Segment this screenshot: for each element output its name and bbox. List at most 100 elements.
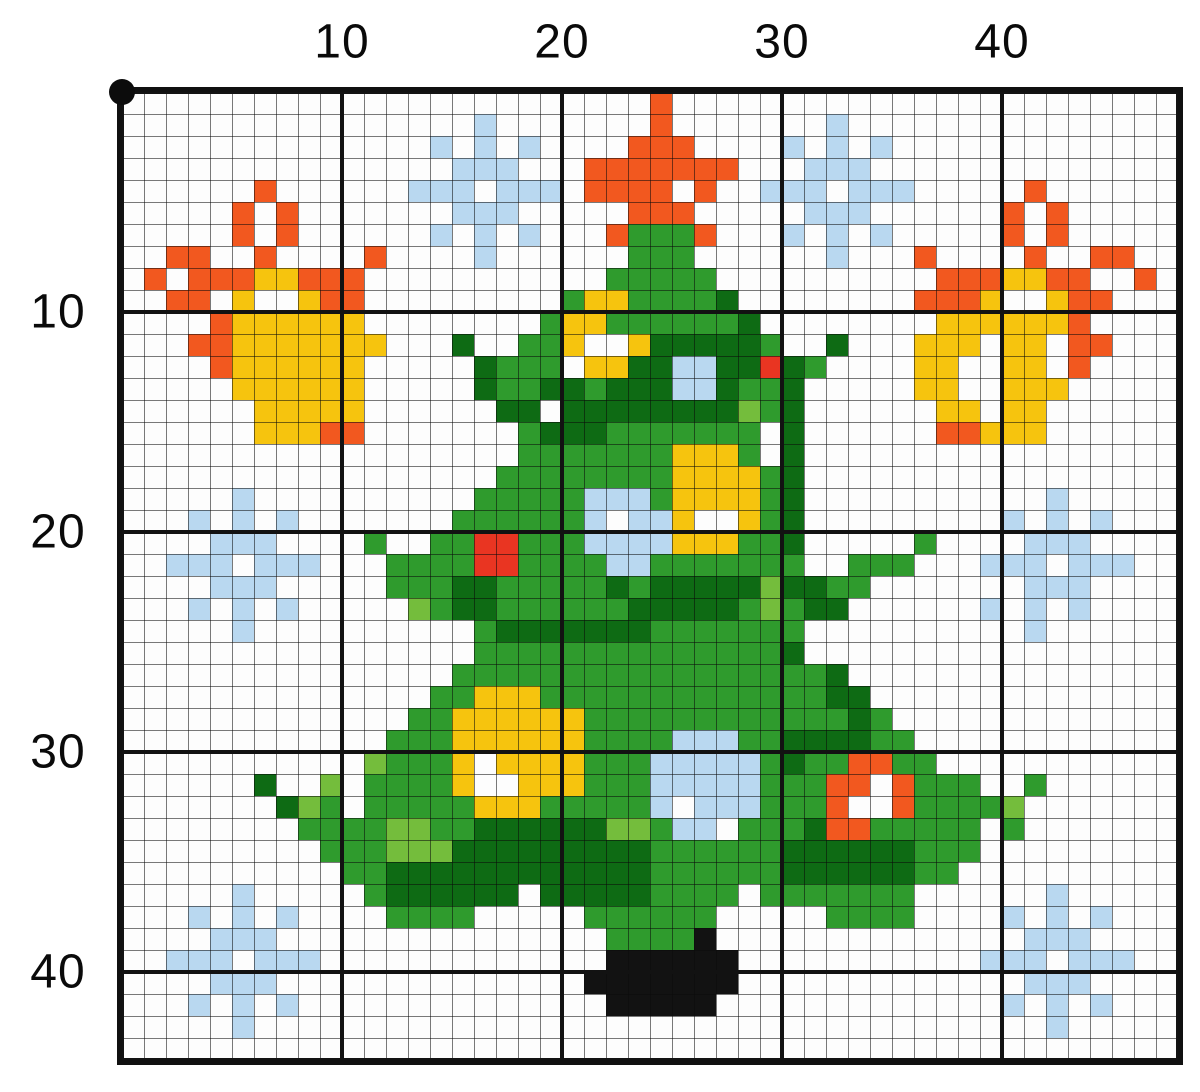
stitch-cell-blue-snowflake-and-ball: [298, 950, 320, 972]
stitch-cell-orange-bow-star-clapper: [936, 290, 958, 312]
stitch-cell-tree-green: [694, 906, 716, 928]
stitch-cell-tree-green: [672, 906, 694, 928]
stitch-cell-tree-dark-green-shade: [694, 598, 716, 620]
stitch-cell-tree-green: [650, 928, 672, 950]
stitch-cell-orange-bow-star-clapper: [650, 136, 672, 158]
stitch-cell-tree-green: [628, 664, 650, 686]
stitch-cell-tree-dark-green-shade: [474, 840, 496, 862]
stitch-cell-gold-bell-and-ball: [474, 708, 496, 730]
stitch-cell-tree-green: [826, 708, 848, 730]
stitch-cell-tree-green: [914, 752, 936, 774]
stitch-cell-blue-snowflake-and-ball: [1046, 488, 1068, 510]
stitch-cell-tree-green: [452, 818, 474, 840]
stitch-cell-gold-bell-and-ball: [1024, 334, 1046, 356]
stitch-cell-blue-snowflake-and-ball: [1090, 554, 1112, 576]
stitch-cell-tree-green: [628, 642, 650, 664]
stitch-cell-tree-light-green-highlight: [386, 818, 408, 840]
stitch-cell-tree-green: [672, 246, 694, 268]
stitch-cell-tree-green: [584, 906, 606, 928]
stitch-cell-tree-dark-green-shade: [782, 444, 804, 466]
stitch-cell-orange-bow-star-clapper: [848, 818, 870, 840]
stitch-cell-orange-bow-star-clapper: [210, 334, 232, 356]
stitch-cell-tree-dark-green-shade: [782, 466, 804, 488]
stitch-cell-gold-bell-and-ball: [936, 312, 958, 334]
stitch-cell-orange-bow-star-clapper: [694, 180, 716, 202]
stitch-cell-tree-dark-green-shade: [738, 356, 760, 378]
stitch-cell-tree-green: [496, 664, 518, 686]
stitch-cell-tree-green: [738, 378, 760, 400]
stitch-cell-tree-green: [430, 576, 452, 598]
stitch-cell-tree-green: [584, 642, 606, 664]
stitch-cell-blue-snowflake-and-ball: [254, 554, 276, 576]
stitch-cell-orange-bow-star-clapper: [364, 246, 386, 268]
stitch-cell-tree-green: [562, 444, 584, 466]
stitch-cell-tree-green: [694, 708, 716, 730]
stitch-cell-tree-green: [672, 312, 694, 334]
stitch-cell-blue-snowflake-and-ball: [1068, 598, 1090, 620]
stitch-cell-tree-green: [980, 796, 1002, 818]
stitch-cell-tree-dark-green-shade: [584, 400, 606, 422]
stitch-cell-tree-green: [672, 224, 694, 246]
stitch-cell-gold-bell-and-ball: [254, 268, 276, 290]
stitch-cell-tree-green: [650, 488, 672, 510]
stitch-cell-gold-bell-and-ball: [254, 400, 276, 422]
stitch-cell-tree-dark-green-shade: [650, 378, 672, 400]
stitch-cell-blue-snowflake-and-ball: [606, 554, 628, 576]
stitch-cell-tree-green: [782, 554, 804, 576]
stitch-cell-tree-light-green-highlight: [628, 818, 650, 840]
stitch-cell-tree-green: [914, 840, 936, 862]
stitch-cell-blue-snowflake-and-ball: [980, 950, 1002, 972]
stitch-cell-blue-snowflake-and-ball: [826, 202, 848, 224]
stitch-cell-orange-bow-star-clapper: [694, 224, 716, 246]
stitch-cell-gold-bell-and-ball: [540, 752, 562, 774]
stitch-cell-tree-green: [892, 884, 914, 906]
stitch-cell-tree-dark-green-shade: [386, 884, 408, 906]
stitch-cell-gold-bell-and-ball: [518, 708, 540, 730]
stitch-cell-tree-dark-green-shade: [672, 334, 694, 356]
left-axis-label-40: 40: [30, 945, 86, 999]
stitch-cell-tree-green: [936, 862, 958, 884]
stitch-cell-gold-bell-and-ball: [716, 444, 738, 466]
stitch-cell-gold-bell-and-ball: [298, 290, 320, 312]
stitch-cell-tree-green: [760, 840, 782, 862]
stitch-cell-blue-snowflake-and-ball: [430, 180, 452, 202]
stitch-cell-tree-green: [650, 730, 672, 752]
stitch-cell-tree-green: [562, 598, 584, 620]
stitch-cell-gold-bell-and-ball: [1002, 356, 1024, 378]
stitch-cell-tree-green: [430, 906, 452, 928]
stitch-cell-blue-snowflake-and-ball: [1046, 510, 1068, 532]
stitch-cell-tree-green: [672, 884, 694, 906]
stitch-cell-blue-snowflake-and-ball: [1112, 554, 1134, 576]
stitch-cell-gold-bell-and-ball: [958, 334, 980, 356]
stitch-cell-gold-bell-and-ball: [232, 356, 254, 378]
stitch-cell-tree-green: [364, 818, 386, 840]
stitch-cell-tree-green: [452, 510, 474, 532]
stitch-cell-tree-dark-green-shade: [276, 796, 298, 818]
stitch-cell-blue-snowflake-and-ball: [298, 554, 320, 576]
stitch-cell-orange-bow-star-clapper: [606, 224, 628, 246]
stitch-cell-gold-bell-and-ball: [694, 488, 716, 510]
stitch-cell-blue-snowflake-and-ball: [1024, 598, 1046, 620]
stitch-cell-orange-bow-star-clapper: [188, 268, 210, 290]
stitch-cell-tree-dark-green-shade: [540, 378, 562, 400]
stitch-cell-tree-green: [716, 554, 738, 576]
stitch-cell-tree-green: [540, 488, 562, 510]
stitch-cell-tree-green: [870, 554, 892, 576]
stitch-cell-tree-green: [760, 664, 782, 686]
stitch-cell-tree-green: [914, 532, 936, 554]
stitch-cell-gold-bell-and-ball: [496, 752, 518, 774]
stitch-cell-blue-snowflake-and-ball: [1046, 532, 1068, 554]
stitch-cell-black-trunk: [694, 950, 716, 972]
stitch-cell-orange-bow-star-clapper: [936, 268, 958, 290]
stitch-cell-gold-bell-and-ball: [254, 422, 276, 444]
stitch-cell-blue-snowflake-and-ball: [474, 114, 496, 136]
stitch-cell-gold-bell-and-ball: [1024, 268, 1046, 290]
stitch-cell-blue-snowflake-and-ball: [1068, 532, 1090, 554]
stitch-cell-tree-dark-green-shade: [782, 840, 804, 862]
stitch-cell-gold-bell-and-ball: [474, 730, 496, 752]
stitch-cell-orange-bow-star-clapper: [672, 136, 694, 158]
stitch-cell-tree-green: [892, 752, 914, 774]
stitch-cell-tree-green: [430, 730, 452, 752]
stitch-cell-gold-bell-and-ball: [540, 774, 562, 796]
stitch-cell-black-trunk: [606, 972, 628, 994]
